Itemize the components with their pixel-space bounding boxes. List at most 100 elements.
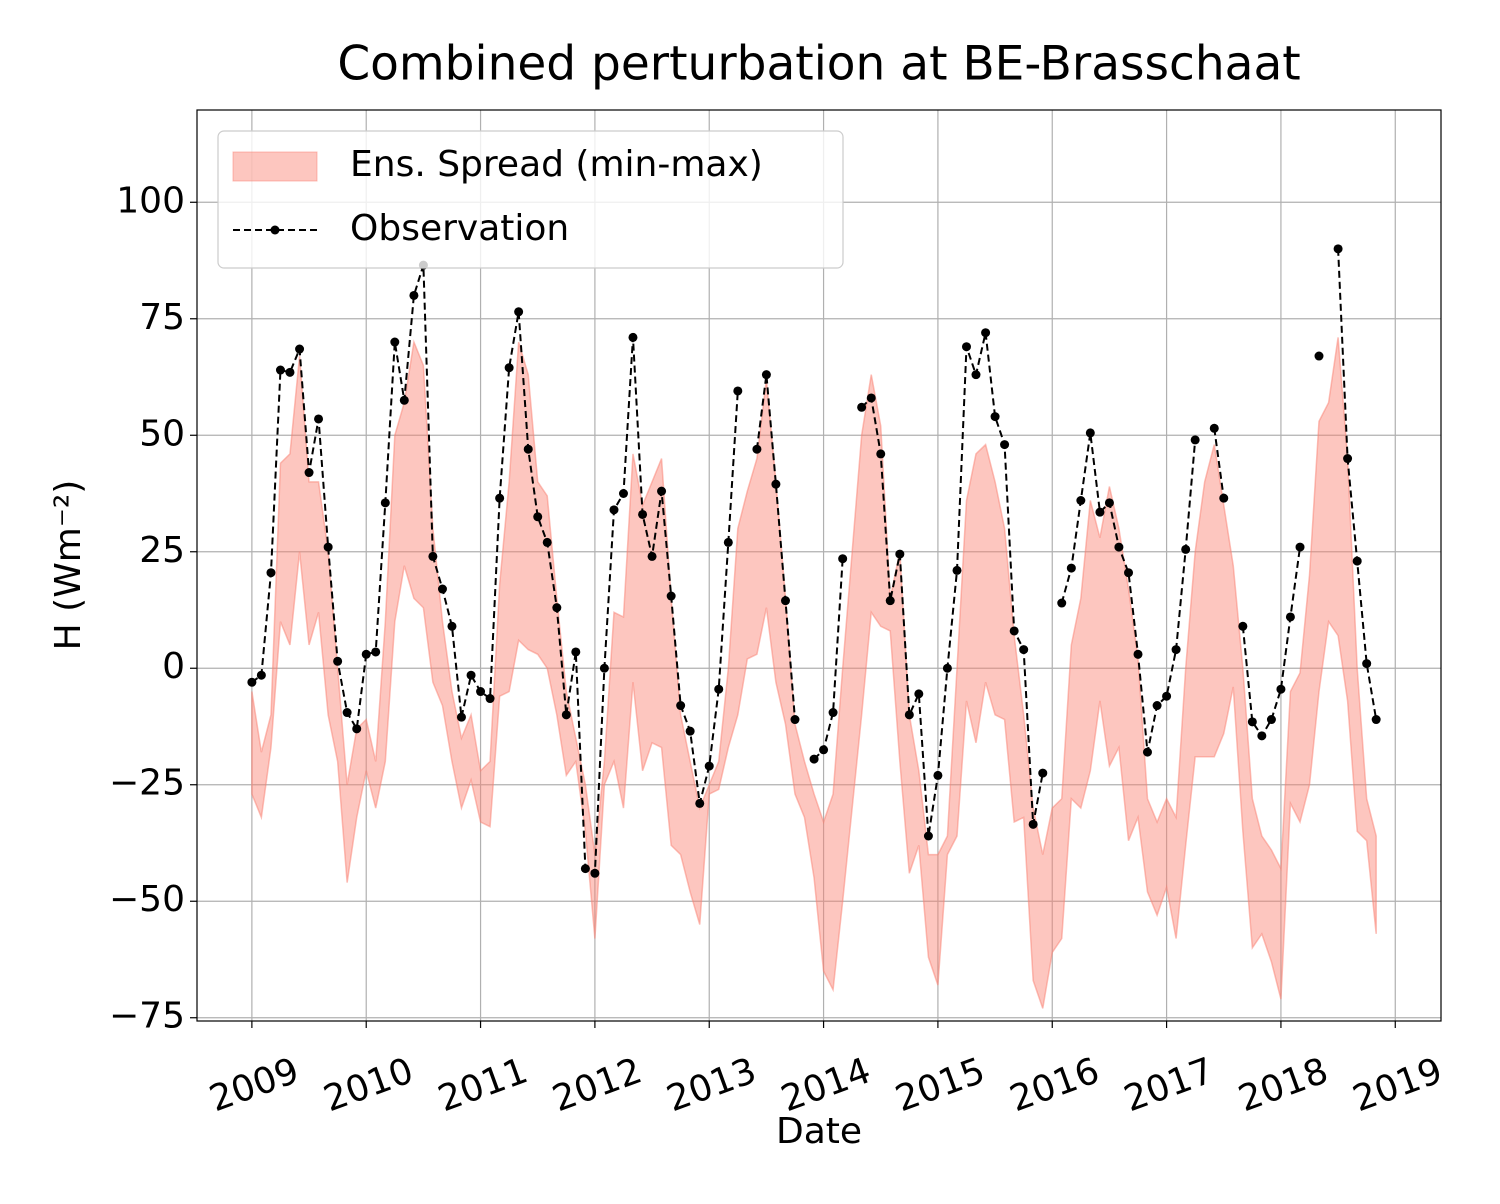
legend-label: Ens. Spread (min-max) <box>350 144 763 185</box>
observation-point <box>990 412 1000 422</box>
legend-box <box>217 130 844 269</box>
observation-point <box>942 663 952 673</box>
observation-point <box>1038 768 1048 778</box>
observation-point <box>495 493 505 503</box>
observation-point <box>676 701 686 711</box>
observation-point <box>323 542 333 552</box>
observation-point <box>333 656 343 666</box>
observation-point <box>1162 691 1172 701</box>
observation-point <box>275 365 285 375</box>
observation-point <box>981 328 991 338</box>
observation-point <box>1371 715 1381 725</box>
observation-point <box>1000 440 1010 450</box>
legend-swatch <box>232 151 318 182</box>
observation-point <box>895 549 905 559</box>
observation-point <box>904 710 914 720</box>
observation-point <box>971 370 981 380</box>
observation-point <box>657 486 667 496</box>
observation-point <box>466 670 476 680</box>
observation-point <box>1076 495 1086 505</box>
observation-point <box>923 831 933 841</box>
observation-point <box>609 505 619 515</box>
observation-point <box>933 770 943 780</box>
observation-point <box>1028 819 1038 829</box>
observation-point <box>571 647 581 657</box>
observation-point <box>1095 507 1105 517</box>
observation-point <box>618 489 628 499</box>
observation-point <box>647 551 657 561</box>
observation-point <box>485 694 495 704</box>
observation-point <box>1209 423 1219 433</box>
observation-point <box>1124 568 1134 578</box>
observation-point <box>285 367 295 377</box>
observation-point <box>914 689 924 699</box>
observation-point <box>1181 544 1191 554</box>
observation-point <box>580 864 590 874</box>
observation-point <box>590 868 600 878</box>
observation-point <box>552 603 562 613</box>
observation-point <box>399 395 409 405</box>
observation-point <box>428 551 438 561</box>
observation-point <box>761 370 771 380</box>
observation-point <box>304 468 314 478</box>
observation-point <box>352 724 362 734</box>
observation-point <box>752 444 762 454</box>
observation-point <box>1104 498 1114 508</box>
observation-point <box>1295 542 1305 552</box>
observation-point <box>1171 645 1181 655</box>
observation-point <box>1362 659 1372 669</box>
observation-point <box>838 554 848 564</box>
observation-point <box>314 414 324 424</box>
observation-point <box>1257 731 1267 741</box>
observation-point <box>266 568 276 578</box>
observation-point <box>790 715 800 725</box>
plot-area <box>247 244 1381 1009</box>
observation-point <box>819 745 829 755</box>
observation-point <box>714 684 724 694</box>
x-axis-label: Date <box>776 1111 862 1152</box>
observation-line <box>251 248 1378 875</box>
y-tick-label: 25 <box>139 530 185 571</box>
observation-point <box>247 677 257 687</box>
observation-point <box>952 565 962 575</box>
y-axis-label: H (Wm⁻²) <box>48 480 89 651</box>
observation-point <box>1276 684 1286 694</box>
y-tick-label: −75 <box>109 996 185 1037</box>
observation-point <box>828 708 838 718</box>
observation-point <box>1019 645 1029 655</box>
y-tick-label: 75 <box>139 297 185 338</box>
observation-point <box>876 449 886 459</box>
observation-point <box>523 444 533 454</box>
y-tick-label: −50 <box>109 879 185 920</box>
observation-point <box>476 687 486 697</box>
observation-point <box>866 393 876 403</box>
observation-point <box>1133 649 1143 659</box>
observation-point <box>638 509 648 519</box>
observation-point <box>1114 542 1124 552</box>
observation-point <box>1085 428 1095 438</box>
observation-point <box>1266 715 1276 725</box>
ensemble-band <box>251 337 1377 1009</box>
observation-point <box>1009 626 1019 636</box>
observation-point <box>1343 454 1353 464</box>
observation-point <box>342 708 352 718</box>
observation-point <box>561 710 571 720</box>
observation-point <box>380 498 390 508</box>
observation-point <box>1066 563 1076 573</box>
observation-point <box>961 342 971 352</box>
observation-point <box>256 670 266 680</box>
observation-point <box>1142 747 1152 757</box>
observation-point <box>1314 351 1324 361</box>
observation-point <box>437 584 447 594</box>
observation-point <box>723 537 733 547</box>
observation-point <box>1238 621 1248 631</box>
legend: Ens. Spread (min-max) Observation <box>217 130 844 269</box>
plot-frame <box>196 109 1442 1022</box>
observation-point <box>542 537 552 547</box>
y-tick-label: 100 <box>116 180 185 221</box>
observation-point <box>371 647 381 657</box>
observation-point <box>409 290 419 300</box>
chart-title: Combined perturbation at BE-Brasschaat <box>337 37 1300 92</box>
observation-point <box>504 363 514 373</box>
observation-point <box>295 344 305 354</box>
